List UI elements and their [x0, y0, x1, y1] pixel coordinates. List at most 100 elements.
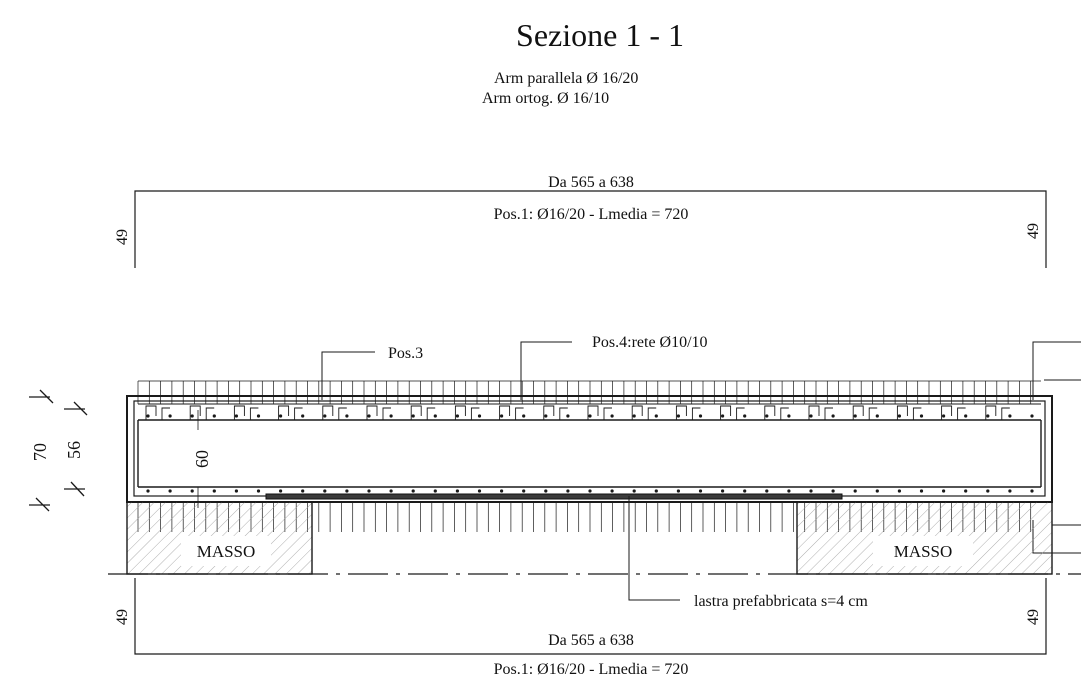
bottom-bar-dot — [698, 489, 703, 493]
bottom-bar-dot — [146, 489, 150, 493]
stirrup — [896, 405, 922, 420]
top-bar-dot — [743, 414, 747, 418]
stirrup — [233, 405, 259, 420]
top-bar-dot — [809, 414, 813, 418]
lastra-label: lastra prefabbricata s=4 cm — [694, 593, 868, 610]
bottom-bar-dot — [455, 489, 459, 493]
stirrup — [941, 405, 966, 420]
stirrup — [764, 405, 789, 420]
bottom-bar-dot — [256, 489, 261, 493]
support-right-label: MASSO — [894, 542, 953, 561]
stirrup — [322, 405, 347, 420]
stirrup — [145, 405, 170, 420]
stirrup-row — [145, 405, 1010, 420]
bottom-bar-dot — [809, 489, 813, 493]
top-bar-dots — [146, 414, 1034, 418]
bottom-bar-dot — [610, 489, 614, 493]
top-bar-dot — [1008, 414, 1012, 418]
stirrup — [278, 405, 303, 420]
bottom-bar-dot — [1030, 489, 1034, 493]
top-right-hook-label: 49 — [1025, 223, 1042, 239]
subtitle-line-1: Arm parallela Ø 16/20 — [494, 70, 638, 87]
top-bar-dot — [256, 414, 261, 418]
lastra-callout: lastra prefabbricata s=4 cm — [628, 496, 868, 610]
top-bar-schematic: Da 565 a 638 Pos.1: Ø16/20 - Lmedia = 72… — [114, 174, 1047, 268]
top-bar-dot — [234, 414, 238, 418]
stirrup-height-label: 60 — [192, 450, 212, 468]
top-bar-dot — [897, 414, 902, 418]
top-bar-dot — [765, 414, 769, 418]
stirrup — [985, 405, 1010, 420]
bottom-bar-dot — [389, 489, 393, 493]
support-left: MASSO — [126, 501, 313, 575]
top-bar-dot — [190, 414, 194, 418]
top-bar-dot — [500, 414, 504, 418]
top-range-label: Da 565 a 638 — [548, 174, 634, 191]
top-bar-dot — [367, 414, 371, 418]
bottom-bar-dot — [500, 489, 504, 493]
top-bar-dot — [323, 414, 327, 418]
bottom-bar-dot — [875, 489, 879, 493]
bottom-right-hook-label: 49 — [1025, 609, 1042, 625]
bottom-bar-dot — [544, 489, 548, 493]
bottom-bar-dot — [853, 489, 857, 493]
bottom-bar-dot — [765, 489, 769, 493]
stirrup — [587, 405, 612, 420]
bottom-bar-dot — [279, 489, 283, 493]
top-bar-dot — [212, 414, 216, 418]
support-right: MASSO — [796, 501, 1053, 575]
stirrup — [852, 405, 878, 420]
inner-height-label: 56 — [64, 441, 84, 459]
bottom-bar-dot — [433, 489, 437, 493]
top-bar-dot — [632, 414, 636, 418]
stirrup — [631, 405, 657, 420]
bottom-range-label: Da 565 a 638 — [548, 632, 634, 649]
bottom-bar-dot — [787, 489, 791, 493]
top-bar-dot — [964, 414, 968, 418]
bottom-bar-dot — [522, 489, 526, 493]
top-bar-dot — [345, 414, 349, 418]
pos3-label: Pos.3 — [388, 345, 423, 362]
top-bar-dot — [389, 414, 393, 418]
bottom-bar-dot — [676, 489, 681, 493]
stirrup — [189, 405, 215, 420]
top-bar-dot — [831, 414, 835, 418]
bottom-bar-dot — [942, 489, 946, 493]
bottom-bar-dot — [234, 489, 238, 493]
bottom-bar-dot — [168, 489, 172, 493]
support-left-label: MASSO — [197, 542, 256, 561]
top-bar-dot — [787, 414, 791, 418]
bottom-bar-dot — [367, 489, 371, 493]
pos3-callout: Pos.3 — [321, 345, 423, 400]
top-bar-dot — [301, 414, 305, 418]
bottom-bar-dot — [654, 489, 658, 493]
stirrup — [366, 405, 391, 420]
top-bar-dot — [1030, 414, 1034, 418]
subtitle-line-2: Arm ortog. Ø 16/10 — [482, 90, 609, 107]
top-bar-dot — [875, 414, 879, 418]
bottom-bar-dot — [1008, 489, 1012, 493]
bottom-bar-dot — [986, 489, 990, 493]
top-bar-dot — [522, 414, 526, 418]
top-bar-dot — [455, 414, 459, 418]
top-bar-dot — [566, 414, 570, 418]
top-bar-dot — [544, 414, 548, 418]
bottom-bar-dot — [831, 489, 835, 493]
bottom-left-hook-label: 49 — [114, 609, 131, 625]
top-bar-dot — [986, 414, 990, 418]
top-bar-dot — [588, 414, 592, 418]
top-bar-dot — [433, 414, 437, 418]
bottom-bar-dot — [345, 489, 349, 493]
bottom-bar-dot — [964, 489, 968, 493]
pos4-callout: Pos.4:rete Ø10/10 — [520, 334, 708, 400]
stirrup — [808, 405, 833, 420]
bottom-bar-dot — [190, 489, 194, 493]
stirrup — [543, 405, 568, 420]
top-left-hook-label: 49 — [114, 229, 131, 245]
pos4-label: Pos.4:rete Ø10/10 — [592, 334, 708, 351]
bottom-bar-dot — [411, 489, 415, 493]
bottom-bar-dot — [588, 489, 592, 493]
stirrup — [499, 405, 524, 420]
top-bar-dot — [853, 414, 857, 418]
